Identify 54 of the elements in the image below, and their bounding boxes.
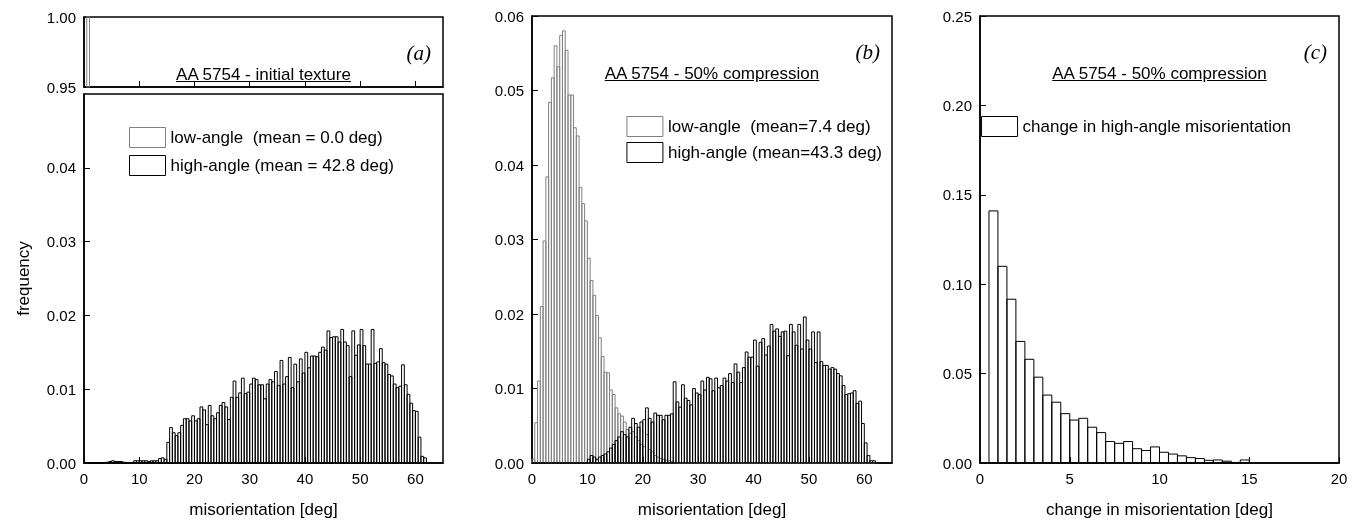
y-tick-label: 0.02: [46, 306, 76, 324]
x-tick-label: 40: [745, 470, 762, 487]
y-tick-label: 0.25: [942, 7, 972, 25]
x-tick-label: 10: [130, 470, 148, 487]
y-tick-label: 0.10: [942, 275, 972, 293]
legend-label: high-angle (mean=43.3 deg): [667, 143, 883, 162]
x-tick-label: 15: [1240, 470, 1258, 487]
y-tick-label: 0.06: [494, 7, 524, 25]
y-tick-label: 0.04: [494, 156, 524, 174]
y-axis-title: frequency: [14, 240, 33, 316]
y-tick-label: 0.20: [942, 96, 972, 114]
x-tick-label: 20: [1330, 470, 1348, 487]
y-tick-label: 0.04: [46, 159, 76, 177]
x-tick-label: 20: [186, 470, 203, 487]
x-tick-label: 50: [800, 470, 818, 487]
x-tick-label: 60: [407, 470, 424, 487]
y-tick-label: 0.02: [494, 305, 524, 323]
legend-label: high-angle (mean = 42.8 deg): [170, 156, 395, 175]
y-tick-label: 0.00: [942, 454, 972, 472]
x-tick-label: 60: [855, 470, 873, 487]
y-tick-label: 0.00: [46, 454, 76, 472]
legend-label: change in high-angle misorientation: [1022, 117, 1291, 136]
x-tick-label: 40: [296, 470, 314, 487]
x-tick-label: 5: [1065, 470, 1074, 487]
text: AA 5754 - 50% compression: [604, 64, 820, 84]
y-tick-label: 0.00: [494, 454, 524, 472]
y-tick-label: 0.95: [46, 78, 76, 96]
y-tick-label: 0.15: [942, 186, 972, 204]
x-tick-label: 0: [975, 470, 985, 487]
legend-label: low-angle (mean = 0.0 deg): [170, 128, 383, 147]
text: AA 5754 - initial texture: [176, 65, 351, 85]
x-axis-title: misorientation [deg]: [637, 500, 787, 519]
annotation: (b): [855, 40, 880, 65]
x-tick-label: 10: [1151, 470, 1168, 487]
x-tick-label: 10: [579, 470, 596, 487]
y-tick-label: 1.00: [46, 8, 76, 26]
x-tick-label: 0: [79, 470, 89, 487]
x-tick-label: 30: [241, 470, 259, 487]
x-axis-title: misorientation [deg]: [189, 500, 338, 519]
x-tick-label: 30: [689, 470, 707, 487]
y-tick-label: 0.03: [46, 233, 76, 251]
y-tick-label: 0.03: [494, 231, 524, 248]
x-tick-label: 0: [527, 470, 537, 487]
y-tick-label: 0.01: [46, 380, 76, 398]
x-tick-label: 20: [634, 470, 652, 487]
y-tick-label: 0.05: [494, 82, 524, 99]
annotation: (a): [406, 41, 431, 66]
y-tick-label: 0.01: [494, 380, 524, 397]
text: AA 5754 - 50% compression: [1052, 64, 1267, 84]
annotation: (c): [1303, 40, 1327, 65]
x-axis-title: change in misorientation [deg]: [1046, 500, 1273, 519]
y-tick-label: 0.05: [942, 365, 972, 383]
x-tick-label: 50: [351, 470, 369, 487]
legend-label: low-angle (mean=7.4 deg): [667, 117, 871, 136]
